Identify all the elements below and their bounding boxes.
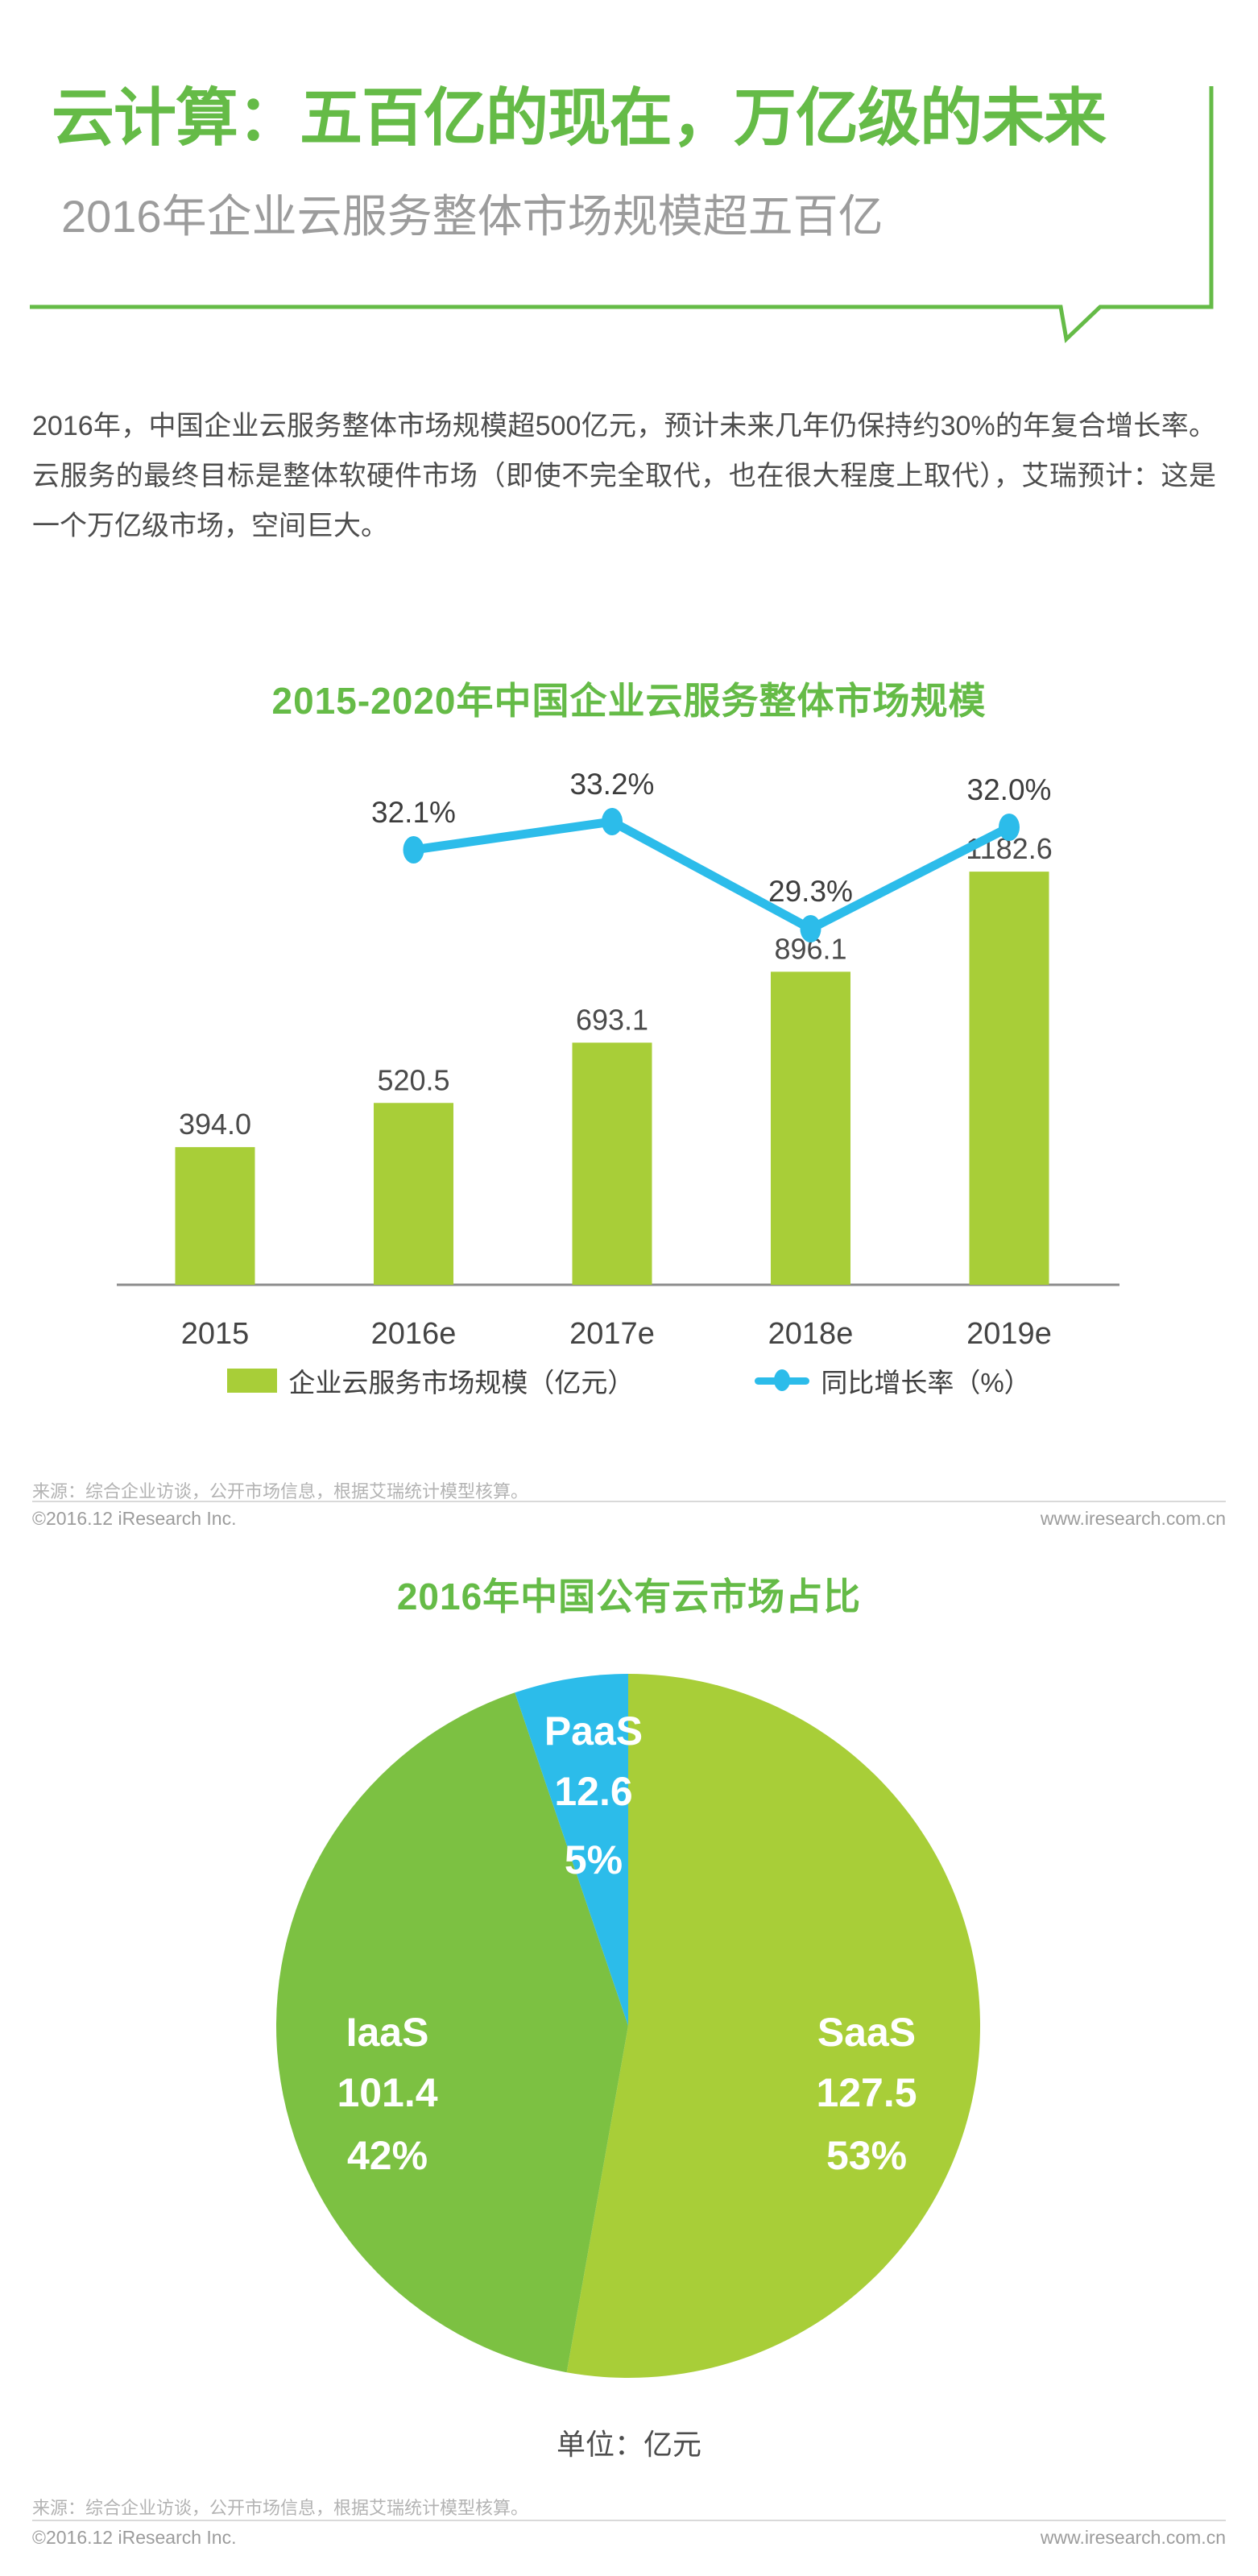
growth-rate-point xyxy=(602,808,623,835)
bar-series-swatch-icon xyxy=(227,1369,278,1393)
bar-2017e xyxy=(572,1042,652,1285)
pie-label-IaaS: 42% xyxy=(347,2133,428,2178)
bar-2015 xyxy=(175,1147,255,1285)
bar-value-label: 520.5 xyxy=(377,1063,449,1096)
bar-value-label: 394.0 xyxy=(179,1108,251,1141)
pie-chart-title: 2016年中国公有云市场占比 xyxy=(396,1576,862,1617)
x-axis-label: 2017e xyxy=(569,1317,655,1347)
growth-rate-point xyxy=(999,814,1020,841)
growth-rate-point xyxy=(403,836,424,863)
speech-bubble-outline xyxy=(30,86,1214,344)
footer-bar-chart: ©2016.12 iResearch Inc. www.iresearch.co… xyxy=(32,1508,1226,1530)
website-text: www.iresearch.com.cn xyxy=(1040,1508,1226,1529)
bar-2016e xyxy=(374,1103,453,1285)
pie-slice-IaaS xyxy=(275,1692,628,2373)
footer-pie-chart: ©2016.12 iResearch Inc. www.iresearch.co… xyxy=(32,2527,1226,2549)
pie-label-SaaS: 53% xyxy=(826,2133,907,2178)
pie-unit-note: 单位：亿元 xyxy=(556,2428,701,2461)
pie-label-IaaS: 101.4 xyxy=(337,2070,437,2115)
chart-legend: 企业云服务市场规模（亿元） 同比增长率（%） xyxy=(0,1361,1258,1400)
legend-item-bar-series: 企业云服务市场规模（亿元） xyxy=(227,1361,634,1400)
intro-paragraph: 2016年，中国企业云服务整体市场规模超500亿元，预计未来几年仍保持约30%的… xyxy=(32,411,1216,541)
website-text: www.iresearch.com.cn xyxy=(1040,2527,1226,2548)
bar-line-chart: 394.02015520.52016e693.12017e896.12018e1… xyxy=(117,768,1119,1347)
growth-rate-point xyxy=(800,915,821,942)
pie-label-SaaS: 127.5 xyxy=(816,2070,917,2115)
bar-2019e xyxy=(969,872,1049,1285)
growth-rate-label: 33.2% xyxy=(570,768,655,801)
footer-divider xyxy=(32,1501,1226,1502)
bar-value-label: 693.1 xyxy=(576,1003,648,1036)
pie-label-PaaS: PaaS xyxy=(544,1708,643,1754)
pie-slice-SaaS xyxy=(566,1674,980,2378)
footer-divider xyxy=(32,2520,1226,2521)
bar-2018e xyxy=(771,971,850,1285)
legend-label-line-series: 同比增长率（%） xyxy=(821,1368,1031,1398)
x-axis-label: 2019e xyxy=(966,1317,1052,1347)
copyright-text: ©2016.12 iResearch Inc. xyxy=(32,1508,237,1529)
page-subtitle: 2016年企业云服务整体市场规模超五百亿 xyxy=(61,191,883,242)
copyright-text: ©2016.12 iResearch Inc. xyxy=(32,2527,237,2548)
x-axis-label: 2015 xyxy=(181,1317,250,1347)
line-series-dot-icon xyxy=(755,1369,810,1393)
pie-label-PaaS: 5% xyxy=(565,1837,623,1882)
pie-label-SaaS: SaaS xyxy=(817,2010,916,2055)
legend-label-bar-series: 企业云服务市场规模（亿元） xyxy=(288,1368,635,1398)
pie-chart: SaaS 127.5 53% IaaS 101.4 42% PaaS 12.6 5% xyxy=(275,1674,980,2378)
x-axis-label: 2016e xyxy=(371,1317,457,1347)
pie-label-IaaS: IaaS xyxy=(346,2010,429,2055)
page-title: 云计算：五百亿的现在，万亿级的未来 xyxy=(52,82,1107,153)
pie-slice-PaaS xyxy=(515,1674,628,2026)
growth-rate-label: 32.0% xyxy=(967,773,1052,806)
growth-rate-label: 32.1% xyxy=(371,796,456,829)
growth-rate-label: 29.3% xyxy=(768,875,853,908)
legend-item-line-series: 同比增长率（%） xyxy=(755,1361,1031,1400)
bar-chart-title: 2015-2020年中国企业云服务整体市场规模 xyxy=(271,680,987,722)
source-note-bar-chart: 来源：综合企业访谈，公开市场信息，根据艾瑞统计模型核算。 xyxy=(32,1481,529,1501)
growth-rate-line xyxy=(409,817,1014,934)
x-axis-label: 2018e xyxy=(768,1317,854,1347)
pie-label-PaaS: 12.6 xyxy=(554,1769,632,1814)
source-note-pie-chart: 来源：综合企业访谈，公开市场信息，根据艾瑞统计模型核算。 xyxy=(32,2498,529,2518)
